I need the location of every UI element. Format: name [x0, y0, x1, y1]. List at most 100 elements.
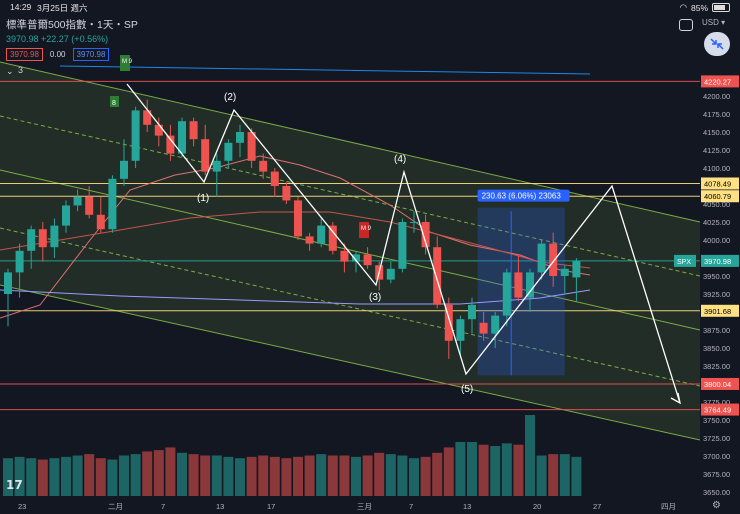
indicator-tag [120, 55, 130, 71]
candle-body[interactable] [502, 272, 511, 316]
candle-body[interactable] [131, 110, 140, 161]
candle-body[interactable] [537, 243, 546, 273]
currency-selector[interactable]: USD ▾ [702, 18, 726, 27]
candle-body[interactable] [468, 304, 476, 320]
candle-body[interactable] [236, 132, 244, 143]
candle-body[interactable] [305, 236, 314, 244]
currency-label[interactable]: USD [702, 18, 719, 27]
price-label: 4220.27 [704, 77, 731, 86]
scale-toggle-button[interactable] [704, 32, 730, 56]
candle-body[interactable] [73, 196, 82, 206]
volume-bar [130, 454, 141, 496]
symbol-title[interactable]: 標準普爾500指數・1天・SP [6, 19, 138, 31]
price-label: 3800.04 [704, 380, 731, 389]
candle-body[interactable] [398, 222, 407, 269]
candle-body[interactable] [270, 171, 279, 186]
wave-label: (3) [369, 292, 381, 303]
bid-ask-row: 3970.98 0.00 3970.98 [6, 48, 138, 61]
candle-body[interactable] [572, 260, 581, 278]
candle-body[interactable] [259, 160, 268, 172]
candle-body[interactable] [526, 272, 534, 298]
candle-body[interactable] [514, 272, 523, 298]
candle-body[interactable] [15, 250, 24, 273]
candle-body[interactable] [421, 222, 430, 248]
candle-body[interactable] [143, 110, 152, 125]
volume-bar [200, 455, 211, 496]
candle-body[interactable] [189, 121, 198, 140]
volume-bar [351, 456, 361, 496]
candle-body[interactable] [363, 254, 372, 266]
candle-body[interactable] [4, 272, 12, 294]
price-label: 3901.68 [704, 307, 731, 316]
candle-body[interactable] [386, 268, 395, 280]
candle-body[interactable] [294, 200, 302, 237]
indicator-toggle[interactable]: ⌄ 3 [6, 65, 138, 76]
candle-body[interactable] [50, 225, 59, 248]
y-tick-label: 3700.00 [703, 452, 730, 461]
chevron-down-icon[interactable]: ⌄ [6, 66, 14, 76]
volume-bar [467, 442, 477, 496]
candle-body[interactable] [479, 322, 488, 334]
indicator-tag [110, 96, 119, 107]
candle-body[interactable] [433, 247, 442, 305]
candle-body[interactable] [317, 225, 326, 244]
bid-price[interactable]: 3970.98 [6, 48, 43, 61]
time-axis[interactable] [0, 500, 740, 514]
volume-bar [3, 458, 13, 496]
candle-body[interactable] [491, 315, 500, 334]
candle-body[interactable] [166, 135, 175, 154]
volume-bar [269, 456, 280, 496]
candle-body[interactable] [212, 160, 221, 172]
ask-price[interactable]: 3970.98 [72, 48, 110, 61]
volume-bar [72, 455, 83, 496]
candle-body[interactable] [154, 124, 163, 136]
candle-body[interactable] [549, 243, 558, 276]
measure-label: 230.63 (6.06%) 23063 [482, 192, 562, 201]
chart-settings-icon[interactable] [679, 19, 693, 31]
x-tick-label: 7 [161, 502, 165, 511]
spread-value: 0.00 [49, 50, 66, 59]
legend[interactable]: 標準普爾500指數・1天・SP 3970.98 +22.27 (+0.56%) … [6, 17, 138, 76]
candle-body[interactable] [282, 186, 291, 201]
candle-body[interactable] [27, 229, 36, 251]
y-tick-label: 3850.00 [703, 344, 730, 353]
compress-icon[interactable] [704, 32, 730, 56]
candle-body[interactable] [444, 304, 453, 341]
y-tick-label: 3825.00 [703, 362, 730, 371]
y-tick-label: 4025.00 [703, 218, 730, 227]
candle-body[interactable] [201, 139, 210, 172]
candle-body[interactable] [62, 205, 70, 226]
candle-body[interactable] [120, 160, 128, 179]
price-label: 3970.98 [704, 257, 731, 266]
y-tick-label: 3750.00 [703, 416, 730, 425]
symbol-tag-box [674, 254, 696, 267]
candle-body[interactable] [96, 214, 105, 230]
candle-body[interactable] [224, 142, 233, 161]
candle-body[interactable] [108, 178, 117, 230]
price-label: 3764.49 [704, 406, 731, 415]
candle-body[interactable] [85, 196, 94, 215]
candle-body[interactable] [456, 319, 465, 341]
candle-body[interactable] [560, 268, 569, 276]
wave-label: (2) [224, 92, 236, 103]
wifi-icon: ◠ [679, 2, 687, 12]
candle-body[interactable] [38, 229, 47, 248]
indicator-tag-label: M 9 [122, 59, 133, 65]
candle-body[interactable] [178, 121, 186, 154]
volume-bar [84, 454, 95, 496]
volume-bar [188, 454, 199, 496]
volume-bar [385, 454, 396, 496]
volume-bar [374, 452, 385, 496]
candle-body[interactable] [352, 254, 360, 262]
volume-bar [455, 442, 466, 496]
status-date: 3月25日 週六 [37, 3, 88, 13]
candle-body[interactable] [328, 225, 337, 251]
candle-body[interactable] [340, 250, 349, 262]
candle-body[interactable] [247, 132, 256, 161]
gear-icon[interactable]: ⚙ [712, 500, 721, 511]
volume-bar [49, 458, 60, 496]
indicator-tag [359, 222, 369, 238]
candle-body[interactable] [410, 222, 418, 223]
